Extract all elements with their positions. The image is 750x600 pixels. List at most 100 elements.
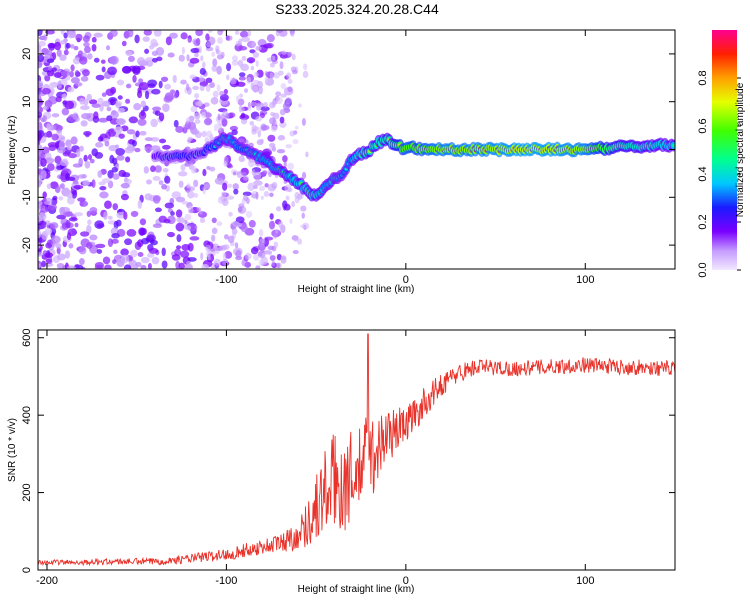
heatmap-cell bbox=[82, 69, 90, 77]
heatmap-cell bbox=[38, 49, 43, 55]
heatmap-cell bbox=[146, 60, 154, 67]
heatmap-cell bbox=[67, 153, 78, 159]
heatmap-cell bbox=[255, 265, 261, 269]
heatmap-cell bbox=[83, 98, 89, 106]
heatmap-cell bbox=[91, 44, 97, 52]
heatmap-cell bbox=[152, 223, 163, 229]
heatmap-cell bbox=[142, 36, 150, 42]
heatmap-cell bbox=[255, 126, 262, 135]
heatmap-cell bbox=[171, 254, 181, 261]
heatmap-cell bbox=[211, 217, 217, 224]
heatmap-cell bbox=[187, 136, 193, 142]
heatmap-cell bbox=[187, 242, 194, 252]
heatmap-cell bbox=[86, 93, 92, 102]
heatmap-cell bbox=[231, 60, 239, 66]
heatmap-cell bbox=[69, 70, 74, 78]
heatmap-cell bbox=[66, 192, 73, 199]
snr-xtick-label: -200 bbox=[36, 575, 58, 587]
heatmap-cell bbox=[206, 165, 211, 170]
heatmap-cell bbox=[80, 76, 89, 82]
heatmap-cell bbox=[263, 191, 270, 197]
heatmap-cell bbox=[109, 98, 117, 105]
heatmap-cell bbox=[250, 193, 257, 199]
snr-ytick-label: 0 bbox=[21, 567, 33, 573]
heatmap-cell bbox=[305, 151, 309, 158]
heatmap-cell bbox=[61, 107, 70, 116]
heatmap-cell bbox=[73, 184, 84, 190]
heatmap-cell bbox=[79, 145, 84, 152]
heatmap-cell bbox=[184, 225, 192, 230]
heatmap-cell bbox=[98, 181, 106, 186]
heatmap-cell bbox=[252, 51, 260, 59]
heatmap-cell bbox=[80, 120, 88, 127]
heatmap-cell bbox=[222, 110, 228, 117]
heatmap-cell bbox=[123, 211, 128, 220]
heatmap-cell bbox=[161, 184, 168, 190]
heatmap-cell bbox=[116, 154, 125, 161]
heatmap-cell bbox=[97, 97, 104, 105]
heatmap-cell bbox=[287, 187, 293, 193]
heatmap-cell bbox=[82, 179, 90, 187]
colorbar-tick-label: 0.2 bbox=[697, 214, 709, 229]
heatmap-cell bbox=[59, 160, 69, 167]
heatmap-cell bbox=[238, 72, 246, 78]
colorbar-label: Normalized spectral amplitude bbox=[735, 82, 746, 217]
heatmap-cell bbox=[302, 63, 308, 71]
heatmap-cell bbox=[246, 76, 252, 84]
heatmap-cell bbox=[49, 222, 59, 229]
heatmap-cell bbox=[127, 55, 135, 63]
heatmap-cell bbox=[201, 263, 209, 269]
heatmap-cell bbox=[239, 93, 243, 98]
heatmap-cell bbox=[120, 182, 130, 189]
heatmap-cell bbox=[137, 118, 147, 126]
heatmap-cell bbox=[176, 245, 182, 250]
heatmap-cell bbox=[104, 140, 110, 147]
heatmap-cell bbox=[123, 264, 132, 269]
heatmap-cell bbox=[248, 159, 255, 168]
heatmap-cell bbox=[107, 238, 114, 247]
heatmap-cell bbox=[213, 244, 218, 249]
heatmap-cell bbox=[58, 196, 64, 201]
heatmap-cell bbox=[238, 203, 245, 209]
heatmap-cell bbox=[211, 51, 216, 57]
heatmap-cell bbox=[126, 129, 136, 135]
heatmap-cell bbox=[253, 180, 263, 186]
heatmap-cell bbox=[138, 81, 149, 91]
heatmap-cell bbox=[138, 111, 147, 120]
heatmap-cell bbox=[45, 258, 53, 264]
heatmap-cell bbox=[245, 139, 249, 146]
heatmap-cell bbox=[215, 45, 220, 53]
heatmap-cell bbox=[301, 171, 307, 179]
heatmap-cell bbox=[42, 34, 48, 41]
heatmap-cell bbox=[130, 210, 139, 218]
heatmap-cell bbox=[112, 173, 120, 180]
heatmap-cell bbox=[102, 100, 111, 107]
heatmap-cell bbox=[227, 235, 235, 244]
heatmap-cell bbox=[147, 79, 158, 87]
heatmap-cell bbox=[69, 44, 75, 49]
heatmap-cell bbox=[250, 82, 254, 90]
heatmap-cell bbox=[194, 112, 201, 120]
heatmap-cell bbox=[205, 250, 211, 258]
heatmap-cell bbox=[181, 200, 188, 205]
heatmap-cell bbox=[190, 47, 200, 54]
heatmap-cell bbox=[101, 66, 106, 73]
heatmap-cell bbox=[93, 111, 99, 120]
heatmap-cell bbox=[38, 105, 44, 114]
heatmap-cell bbox=[57, 80, 62, 89]
heatmap-cell bbox=[118, 169, 127, 178]
heatmap-cell bbox=[143, 30, 153, 36]
heatmap-cell bbox=[178, 171, 188, 177]
heatmap-cell bbox=[211, 227, 218, 235]
heatmap-cell bbox=[249, 49, 256, 54]
heatmap-cell bbox=[170, 89, 176, 94]
heatmap-cell bbox=[222, 252, 227, 260]
heatmap-cell bbox=[109, 55, 119, 65]
heatmap-cell bbox=[217, 113, 221, 121]
heatmap-cell bbox=[217, 196, 224, 204]
heatmap-cell bbox=[41, 87, 51, 95]
heatmap-cell bbox=[232, 221, 240, 226]
heatmap-cell bbox=[231, 129, 238, 136]
heatmap-cell bbox=[276, 253, 282, 261]
heatmap-cell bbox=[184, 219, 188, 224]
